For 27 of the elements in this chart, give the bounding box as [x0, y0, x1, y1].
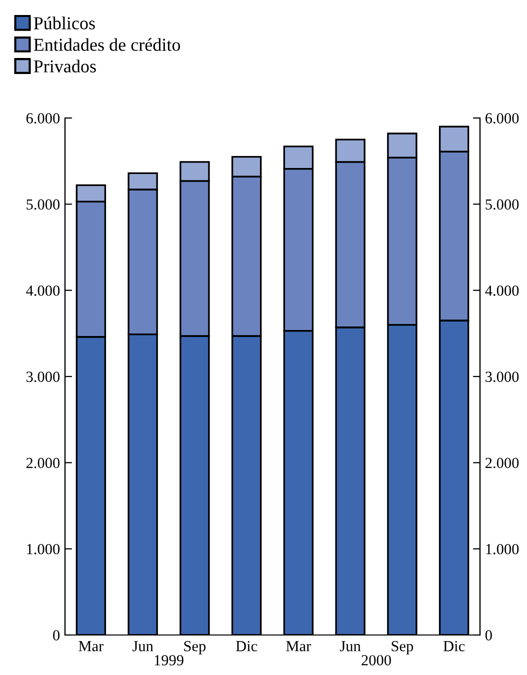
legend-label: Privados: [34, 60, 96, 72]
x-tick-label: Dic: [236, 641, 258, 652]
x-tick-label: Mar: [286, 641, 312, 652]
y2-tick-label: 6.000: [486, 113, 519, 124]
text: 1999: [154, 655, 184, 666]
y2-tick-label: 5.000: [486, 199, 519, 210]
legend-label: Públicos: [34, 16, 95, 30]
y-tick-label: 4.000: [26, 285, 60, 296]
y-tick-label: 6.000: [26, 113, 60, 124]
y-tick-label: 5.000: [26, 199, 60, 210]
y2-tick-label: 0: [485, 630, 492, 640]
y2-tick-label: 3.000: [486, 372, 519, 382]
y2-tick-label: 2.000: [486, 458, 519, 468]
x-tick-label: Sep: [184, 641, 206, 654]
y2-tick-label: 1.000: [486, 544, 519, 554]
y-tick-label: 2.000: [26, 458, 60, 468]
x-tick-label: Dic: [443, 641, 465, 652]
x-tick-label: Jun: [340, 641, 361, 652]
y2-tick-label: 4.000: [485, 285, 519, 296]
y-tick-label: 0: [53, 630, 60, 640]
x-tick-label: Mar: [78, 641, 104, 652]
y-tick-label: 1.000: [27, 544, 60, 554]
x-tick-label: Jun: [132, 641, 154, 652]
y-tick-label: 3.000: [26, 372, 60, 382]
x-tick-label: Sep: [392, 641, 414, 654]
legend-label: Entidades de crédito: [34, 38, 180, 51]
text: 2000: [362, 655, 391, 666]
